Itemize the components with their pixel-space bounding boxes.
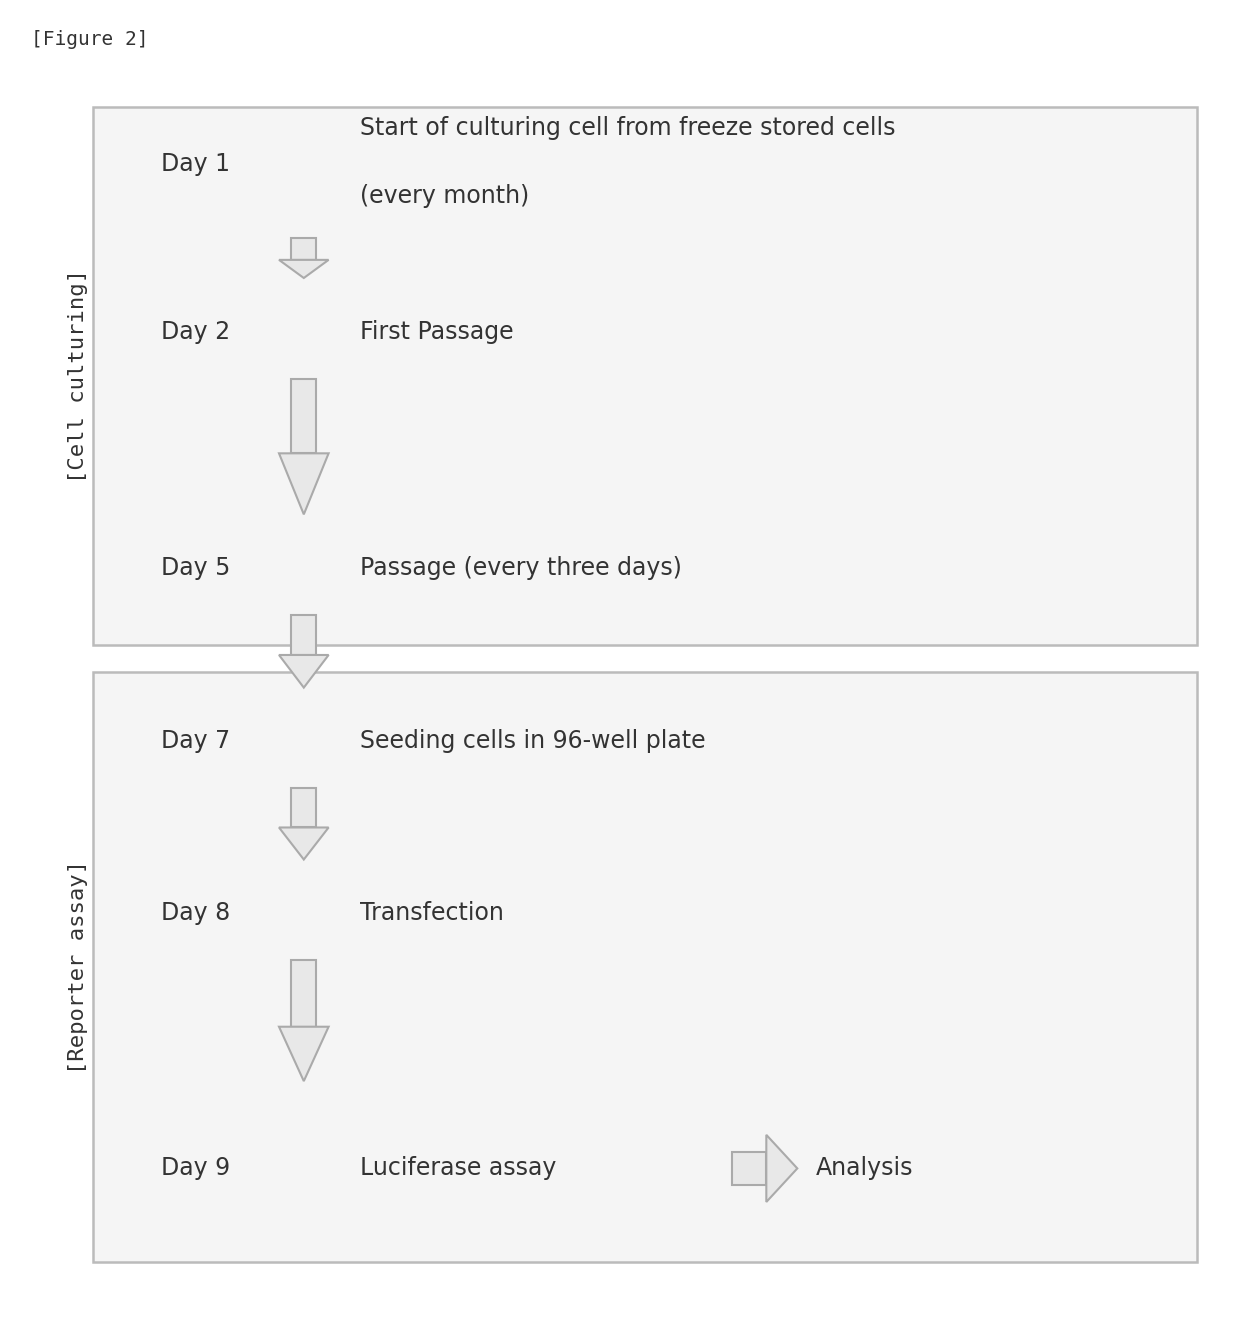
Text: [Reporter assay]: [Reporter assay]: [68, 860, 88, 1074]
Text: Start of culturing cell from freeze stored cells: Start of culturing cell from freeze stor…: [360, 115, 895, 140]
Text: Day 9: Day 9: [161, 1156, 231, 1180]
Polygon shape: [291, 238, 316, 261]
Polygon shape: [291, 788, 316, 827]
Polygon shape: [279, 1026, 329, 1081]
Polygon shape: [291, 379, 316, 454]
Text: Luciferase assay: Luciferase assay: [360, 1156, 556, 1180]
Polygon shape: [291, 960, 316, 1026]
Text: First Passage: First Passage: [360, 320, 513, 344]
Polygon shape: [279, 655, 329, 688]
Text: Analysis: Analysis: [816, 1156, 914, 1180]
Text: [Cell culturing]: [Cell culturing]: [68, 269, 88, 483]
Polygon shape: [279, 261, 329, 278]
Text: [Figure 2]: [Figure 2]: [31, 30, 149, 48]
Text: Day 7: Day 7: [161, 729, 231, 753]
Text: Day 2: Day 2: [161, 320, 231, 344]
Polygon shape: [279, 454, 329, 514]
FancyBboxPatch shape: [93, 107, 1197, 645]
Text: Day 5: Day 5: [161, 556, 231, 580]
Text: (every month): (every month): [360, 184, 528, 208]
Text: Passage (every three days): Passage (every three days): [360, 556, 682, 580]
Polygon shape: [732, 1152, 766, 1185]
Polygon shape: [279, 827, 329, 860]
Polygon shape: [766, 1135, 797, 1202]
FancyBboxPatch shape: [93, 672, 1197, 1262]
Text: Transfection: Transfection: [360, 901, 503, 925]
Text: Day 8: Day 8: [161, 901, 231, 925]
Text: Day 1: Day 1: [161, 152, 231, 176]
Text: Seeding cells in 96-well plate: Seeding cells in 96-well plate: [360, 729, 706, 753]
Polygon shape: [291, 615, 316, 655]
